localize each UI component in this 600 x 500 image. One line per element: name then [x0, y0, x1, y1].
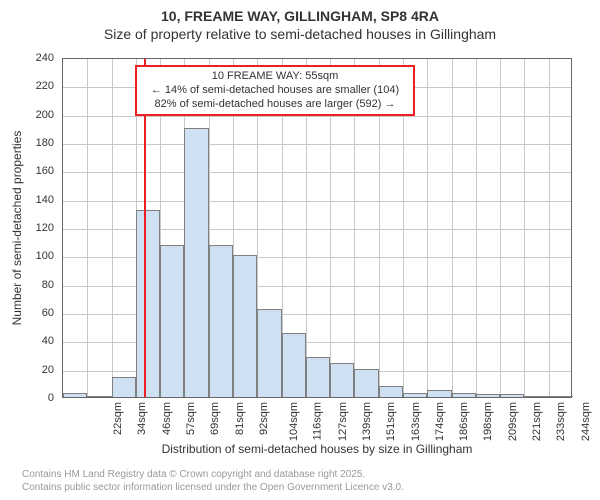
histogram-bar [524, 396, 548, 397]
gridline-v [476, 59, 477, 397]
yaxis-title: Number of semi-detached properties [10, 131, 24, 326]
yaxis-tick-label: 140 [36, 194, 54, 206]
histogram-bar [282, 333, 306, 397]
histogram-bar [549, 396, 573, 397]
histogram-bar [233, 255, 257, 397]
histogram-bar [330, 363, 354, 397]
histogram-bar [257, 309, 281, 397]
gridline-h [63, 172, 571, 173]
histogram-bar [209, 245, 233, 397]
yaxis-labels: 020406080100120140160180200220240 [30, 58, 58, 398]
gridline-h [63, 201, 571, 202]
xaxis-tick-label: 174sqm [434, 402, 446, 441]
histogram-bar [379, 386, 403, 397]
annotation-line1: 10 FREAME WAY: 55sqm [143, 70, 407, 84]
footer-text: Contains HM Land Registry data © Crown c… [22, 469, 404, 494]
yaxis-tick-label: 160 [36, 165, 54, 177]
chart-area: 10 FREAME WAY: 55sqm← 14% of semi-detach… [62, 58, 572, 398]
annotation-line3: 82% of semi-detached houses are larger (… [143, 98, 407, 112]
gridline-v [452, 59, 453, 397]
footer-line1: Contains HM Land Registry data © Crown c… [22, 469, 404, 482]
xaxis-tick-label: 46sqm [161, 402, 173, 435]
yaxis-tick-label: 40 [42, 335, 54, 347]
histogram-bar [403, 393, 427, 397]
xaxis-tick-label: 163sqm [410, 402, 422, 441]
xaxis-tick-label: 104sqm [288, 402, 300, 441]
xaxis-tick-label: 186sqm [458, 402, 470, 441]
yaxis-tick-label: 240 [36, 52, 54, 64]
xaxis-tick-label: 57sqm [185, 402, 197, 435]
gridline-h [63, 144, 571, 145]
xaxis-tick-label: 116sqm [312, 402, 324, 440]
gridline-v [427, 59, 428, 397]
histogram-bar [112, 377, 136, 397]
histogram-bar [184, 128, 208, 397]
xaxis-tick-label: 139sqm [361, 402, 373, 441]
histogram-bar [452, 393, 476, 397]
histogram-bar [136, 210, 160, 397]
xaxis-tick-label: 22sqm [112, 402, 124, 435]
histogram-bar [306, 357, 330, 397]
gridline-v [524, 59, 525, 397]
chart-title-line1: 10, FREAME WAY, GILLINGHAM, SP8 4RA [0, 0, 600, 24]
histogram-bar [354, 369, 378, 397]
chart-container: 10, FREAME WAY, GILLINGHAM, SP8 4RA Size… [0, 0, 600, 500]
yaxis-tick-label: 60 [42, 307, 54, 319]
xaxis-tick-label: 69sqm [209, 402, 221, 435]
yaxis-tick-label: 120 [36, 222, 54, 234]
histogram-bar [427, 390, 451, 397]
xaxis-tick-label: 34sqm [136, 402, 148, 435]
xaxis-tick-label: 209sqm [507, 402, 519, 441]
xaxis-tick-label: 244sqm [580, 402, 592, 441]
histogram-bar [87, 396, 111, 397]
gridline-v [87, 59, 88, 397]
xaxis-tick-label: 198sqm [483, 402, 495, 441]
gridline-v [549, 59, 550, 397]
xaxis-tick-label: 127sqm [337, 402, 349, 441]
chart-title-line2: Size of property relative to semi-detach… [0, 24, 600, 42]
xaxis-title: Distribution of semi-detached houses by … [62, 442, 572, 456]
histogram-bar [500, 394, 524, 397]
yaxis-tick-label: 180 [36, 137, 54, 149]
yaxis-tick-label: 80 [42, 279, 54, 291]
xaxis-tick-label: 81sqm [234, 402, 246, 435]
annotation-box: 10 FREAME WAY: 55sqm← 14% of semi-detach… [135, 65, 415, 116]
yaxis-tick-label: 220 [36, 80, 54, 92]
yaxis-tick-label: 0 [48, 392, 54, 404]
yaxis-tick-label: 200 [36, 109, 54, 121]
yaxis-tick-label: 100 [36, 250, 54, 262]
plot-region: 10 FREAME WAY: 55sqm← 14% of semi-detach… [62, 58, 572, 398]
histogram-bar [160, 245, 184, 397]
xaxis-tick-label: 92sqm [258, 402, 270, 435]
xaxis-tick-label: 233sqm [555, 402, 567, 441]
xaxis-labels: 22sqm 34sqm 46sqm 57sqm 69sqm 81sqm 92sqm 104sq… [62, 400, 572, 444]
histogram-bar [63, 393, 87, 397]
gridline-v [112, 59, 113, 397]
footer-line2: Contains public sector information licen… [22, 482, 404, 495]
xaxis-tick-label: 221sqm [531, 402, 543, 441]
yaxis-tick-label: 20 [42, 364, 54, 376]
annotation-line2: ← 14% of semi-detached houses are smalle… [143, 84, 407, 98]
xaxis-tick-label: 151sqm [385, 402, 397, 441]
histogram-bar [476, 394, 500, 397]
gridline-v [500, 59, 501, 397]
